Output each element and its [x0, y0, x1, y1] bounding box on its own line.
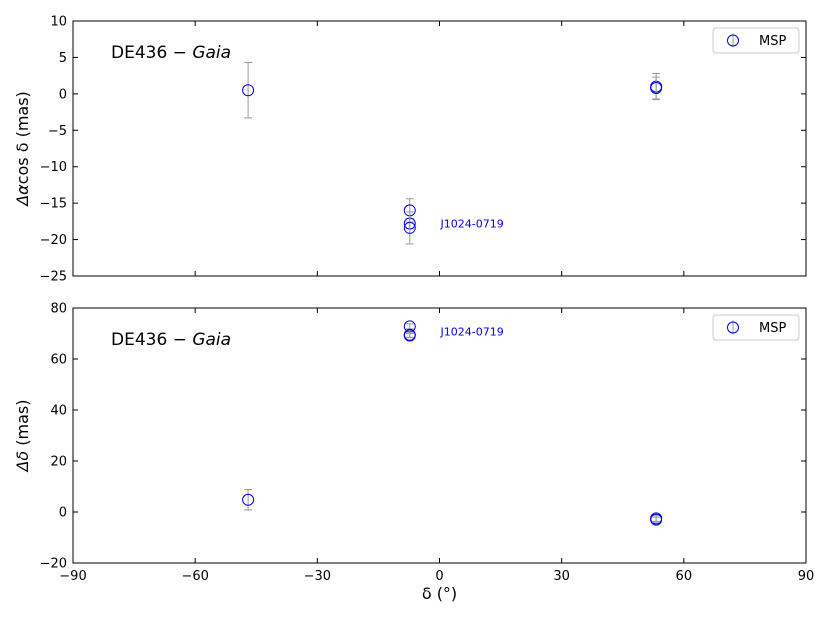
y-tick-label: 60 — [50, 353, 67, 368]
panel-title-main: DE436 − — [111, 330, 192, 350]
y-axis-label: Δαcos δ (mas) — [13, 91, 32, 208]
data-point — [242, 84, 255, 97]
x-axis-label: δ (°) — [422, 584, 457, 603]
annotation-label: J1024-0719 — [440, 325, 504, 338]
y-tick-label: −25 — [40, 270, 67, 285]
y-tick-label: −10 — [40, 160, 67, 175]
x-tick-label: 30 — [553, 569, 570, 584]
y-tick-label: −20 — [40, 233, 67, 248]
legend-marker — [727, 321, 739, 334]
y-tick-label: 20 — [50, 455, 67, 470]
panel-title-italic: Gaia — [192, 330, 231, 350]
legend-box — [712, 27, 800, 54]
data-point — [403, 221, 416, 234]
legend-marker — [727, 34, 739, 47]
x-tick-label: 90 — [798, 569, 815, 584]
y-tick-label: 5 — [59, 51, 67, 66]
x-tick-label: −30 — [304, 569, 331, 584]
panel-top: −25 −20 −15 −10 −5 0 5 10 Δαcos δ (mas) DE436 − G… — [13, 15, 807, 285]
legend-box — [712, 314, 800, 341]
data-point — [242, 493, 255, 506]
data-point — [403, 329, 416, 342]
y-tick-label: −15 — [40, 197, 67, 212]
panel-title: DE436 − Gaia — [111, 43, 231, 63]
panel-title: DE436 − Gaia — [111, 330, 231, 350]
x-tick-label: 0 — [435, 569, 443, 584]
legend-label: MSP — [759, 34, 786, 49]
annotation-label: J1024-0719 — [440, 218, 504, 231]
legend-label: MSP — [759, 321, 786, 336]
y-tick-label: 80 — [50, 302, 67, 317]
y-tick-label: 10 — [50, 15, 67, 30]
y-tick-label: −20 — [40, 557, 67, 572]
y-tick-label: −5 — [48, 124, 67, 139]
panel-title-italic: Gaia — [192, 43, 231, 63]
data-point — [650, 513, 663, 526]
y-tick-label: 0 — [59, 87, 67, 102]
y-axis-label: Δδ (mas) — [13, 399, 32, 473]
y-axis-label-symbol: Δδ — [13, 451, 32, 474]
data-point — [650, 82, 663, 95]
y-axis-label-symbol: Δα — [13, 184, 32, 208]
panel-bottom: −90 −60 −30 0 30 60 90 −20 0 20 40 60 80 Δδ (mas) DE43… — [13, 302, 814, 585]
y-tick-label: 0 — [59, 506, 67, 521]
y-axis-label-unit: cos δ (mas) — [13, 91, 32, 184]
y-axis-label-unit: (mas) — [13, 399, 32, 450]
x-tick-label: 60 — [676, 569, 693, 584]
panel-title-main: DE436 − — [111, 43, 192, 63]
x-tick-label: −90 — [59, 569, 86, 584]
x-tick-label: −60 — [181, 569, 208, 584]
y-tick-label: 40 — [50, 404, 67, 419]
